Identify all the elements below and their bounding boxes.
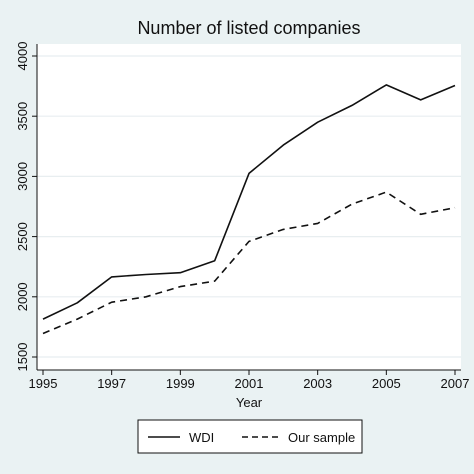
y-tick-label: 4000: [15, 42, 30, 71]
chart-title: Number of listed companies: [137, 18, 360, 38]
y-tick-label: 2000: [15, 282, 30, 311]
plot-area: [37, 44, 461, 370]
y-tick-label: 1500: [15, 343, 30, 372]
x-tick-label: 2001: [235, 376, 264, 391]
y-tick-label: 3000: [15, 162, 30, 191]
y-axis: 1500 2000 2500 3000 3500 4000: [15, 42, 37, 372]
gridlines: [37, 55, 461, 358]
series-line-wdi: [42, 84, 456, 320]
series-layer: [42, 84, 456, 335]
x-axis: 1995 1997 1999 2001 2003 2005 2007: [29, 370, 470, 391]
x-axis-title: Year: [236, 395, 263, 410]
y-tick-label: 2500: [15, 222, 30, 251]
y-tick-label: 3500: [15, 102, 30, 131]
x-tick-label: 2003: [303, 376, 332, 391]
legend-label-our-sample: Our sample: [288, 430, 355, 445]
legend-label-wdi: WDI: [189, 430, 214, 445]
x-tick-label: 2005: [372, 376, 401, 391]
x-tick-label: 2007: [441, 376, 470, 391]
series-line-our-sample: [42, 191, 456, 335]
x-tick-label: 1995: [29, 376, 58, 391]
legend: WDI Our sample: [137, 419, 363, 454]
x-tick-label: 1999: [166, 376, 195, 391]
x-tick-label: 1997: [97, 376, 126, 391]
